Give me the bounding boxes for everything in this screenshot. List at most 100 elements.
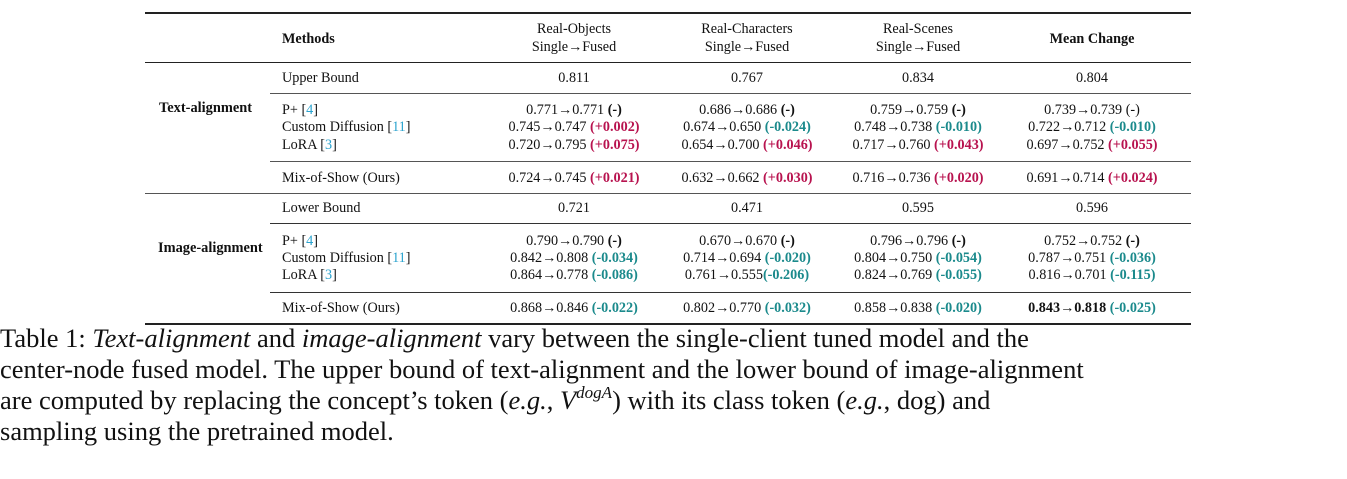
method-label: LoRA [ [282,267,325,283]
result-cell: 0.697→0.752 (+0.055) [1026,137,1157,155]
single-to-fused-values: 0.739→0.739 [1044,102,1126,118]
result-cell: 0.804→0.750 (-0.054) [854,250,982,268]
result-cell: 0.864→0.778 (-0.086) [510,267,638,285]
result-cell: 0.816→0.701 (-0.115) [1029,267,1156,285]
table-caption: Table 1: Text-alignment and image-alignm… [0,323,1347,447]
change-delta: (-0.024) [764,119,811,135]
caption-text: , dog) and [883,385,991,415]
single-to-fused-values: 0.843→0.818 [1028,300,1110,316]
lower-bound-rule [270,223,1191,224]
single-to-fused-values: 0.761→0.555 [684,267,763,283]
result-cell: 0.790→0.790 (-) [526,233,622,251]
single-to-fused-values: 0.722→0.712 [1028,119,1110,135]
single-to-fused-values: 0.691→0.714 [1026,170,1109,186]
single-to-fused-values: 0.759→0.759 [870,102,952,118]
caption-text: , [546,385,560,415]
change-delta: (-) [780,102,795,118]
change-delta: (-0.022) [591,300,638,316]
method-name: Custom Diffusion [11] [282,119,411,137]
result-cell: 0.761→0.555(-0.206) [685,267,809,285]
single-to-fused-values: 0.724→0.745 [508,170,591,186]
change-delta: (+0.002) [590,119,640,135]
citation-bracket: ] [405,250,411,266]
caption-math-v: V [559,385,577,415]
result-cell: 0.720→0.795 (+0.075) [508,137,639,155]
header-column-0-title: Real-Objects [536,21,612,37]
change-delta: (-) [607,233,622,249]
bound-value: 0.834 [902,70,934,86]
change-delta: (-0.036) [1109,250,1156,266]
change-delta: (+0.046) [763,137,813,153]
citation-link[interactable]: 11 [392,250,406,266]
caption-eg: e.g. [508,385,547,415]
single-to-fused-values: 0.864→0.778 [510,267,592,283]
bound-label: Upper Bound [282,70,359,86]
change-delta: (-) [1125,233,1140,249]
top-rule [145,12,1191,14]
result-cell: 0.858→0.838 (-0.020) [854,300,982,318]
method-name: P+ [4] [282,233,318,251]
method-name: LoRA [3] [282,267,337,285]
change-delta: (-) [1125,102,1140,118]
result-cell: 0.824→0.769 (-0.055) [854,267,982,285]
change-delta: (+0.020) [934,170,984,186]
citation-link[interactable]: 11 [392,119,406,135]
result-cell: 0.787→0.751 (-0.036) [1028,250,1156,268]
caption-line-1: Table 1: Text-alignment and image-alignm… [0,323,1347,354]
citation-bracket: ] [332,267,337,283]
single-to-fused-values: 0.796→0.796 [870,233,952,249]
result-cell: 0.724→0.745 (+0.021) [508,170,639,188]
single-to-fused-values: 0.824→0.769 [854,267,936,283]
single-to-fused-values: 0.674→0.650 [683,119,765,135]
citation-bracket: ] [332,137,337,153]
result-cell: 0.802→0.770 (-0.032) [683,300,811,318]
bound-value: 0.471 [731,200,763,216]
upper-bound-rule [270,93,1191,94]
result-cell: 0.748→0.738 (-0.010) [854,119,982,137]
change-delta: (+0.021) [590,170,640,186]
caption-line-3: are computed by replacing the concept’s … [0,384,1347,416]
result-cell: 0.843→0.818 (-0.025) [1028,300,1156,318]
single-to-fused-values: 0.714→0.694 [683,250,765,266]
method-label: Custom Diffusion [ [282,250,393,266]
change-delta: (-0.055) [935,267,982,283]
result-cell: 0.759→0.759 (-) [870,102,966,120]
caption-text: and [250,323,302,353]
method-label: Custom Diffusion [ [282,119,393,135]
single-to-fused-values: 0.717→0.760 [852,137,935,153]
single-to-fused-values: 0.697→0.752 [1026,137,1109,153]
single-to-fused-values: 0.686→0.686 [699,102,781,118]
single-to-fused-values: 0.771→0.771 [526,102,608,118]
bottom-rule [145,323,1191,325]
result-cell: 0.745→0.747 (+0.002) [508,119,639,137]
citation-link[interactable]: 3 [324,137,333,153]
result-cell: 0.796→0.796 (-) [870,233,966,251]
bound-value: 0.811 [558,70,590,86]
result-cell: 0.674→0.650 (-0.024) [683,119,811,137]
change-delta: (+0.024) [1108,170,1158,186]
single-to-fused-values: 0.802→0.770 [683,300,765,316]
change-delta: (-0.206) [762,267,810,283]
citation-link[interactable]: 3 [324,267,333,283]
result-cell: 0.686→0.686 (-) [699,102,795,120]
image-methods-rule [270,292,1191,293]
citation-link[interactable]: 4 [306,102,314,118]
single-to-fused-values: 0.752→0.752 [1044,233,1126,249]
single-to-fused-values: 0.670→0.670 [699,233,781,249]
change-delta: (+0.030) [763,170,813,186]
single-to-fused-values: 0.858→0.838 [854,300,936,316]
single-to-fused-values: 0.745→0.747 [508,119,591,135]
single-to-fused-values: 0.716→0.736 [852,170,935,186]
caption-term-image-alignment: image-alignment [301,323,482,353]
method-name: Mix-of-Show (Ours) [282,170,400,186]
result-cell: 0.717→0.760 (+0.043) [852,137,983,155]
caption-text: vary between the single-client tuned mod… [481,323,1029,353]
header-column-2-title: Real-Scenes [882,21,954,37]
citation-bracket: ] [405,119,411,135]
change-delta: (+0.043) [934,137,984,153]
caption-term-text-alignment: Text-alignment [92,323,251,353]
single-to-fused-values: 0.804→0.750 [854,250,936,266]
citation-link[interactable]: 4 [306,233,314,249]
caption-text: ) with its class token ( [612,385,846,415]
caption-line-4: sampling using the pretrained model. [0,416,394,446]
